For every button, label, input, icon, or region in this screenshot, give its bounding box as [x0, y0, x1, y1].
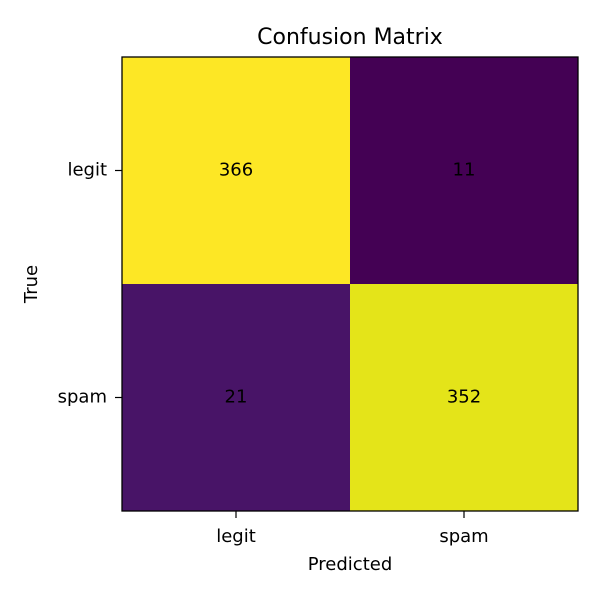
x-axis-label: Predicted: [308, 554, 393, 575]
y-axis-ticks: legit spam: [58, 160, 122, 408]
x-tick-label-legit: legit: [216, 526, 256, 547]
y-tick-label-spam: spam: [58, 387, 107, 408]
heatmap-cell-spam-spam: [350, 284, 578, 511]
cell-value-legit-spam: 11: [453, 160, 476, 181]
cell-value-spam-legit: 21: [225, 387, 248, 408]
x-tick-label-spam: spam: [439, 526, 488, 547]
cell-value-labels: 366 11 21 352: [219, 160, 481, 408]
y-tick-label-legit: legit: [67, 160, 107, 181]
x-axis-ticks: legit spam: [216, 511, 489, 547]
cell-value-legit-legit: 366: [219, 160, 253, 181]
y-axis-label: True: [21, 265, 42, 304]
chart-title: Confusion Matrix: [257, 25, 443, 50]
heatmap-cells: [122, 57, 578, 511]
heatmap-cell-spam-legit: [122, 284, 350, 511]
plot-frame: [121, 56, 579, 512]
heatmap-cell-legit-spam: [350, 57, 578, 284]
cell-value-spam-spam: 352: [447, 387, 481, 408]
heatmap-cell-legit-legit: [122, 57, 350, 284]
